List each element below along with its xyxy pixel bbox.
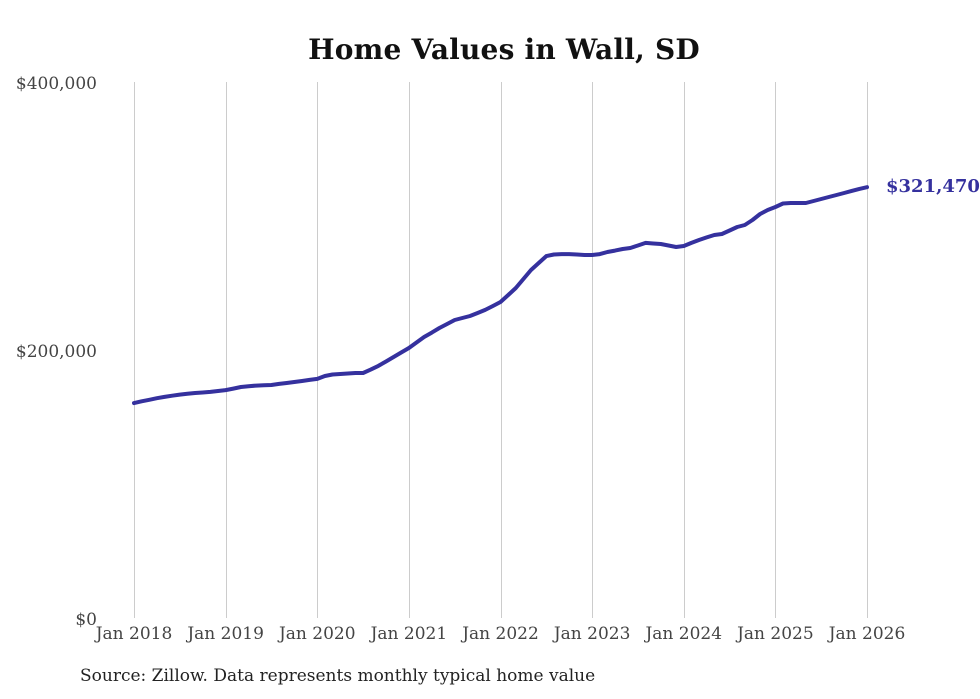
y-axis-tick-label: $0 (75, 610, 97, 630)
chart-title: Home Values in Wall, SD (308, 33, 700, 66)
vertical-gridlines (134, 82, 868, 618)
x-axis-tick-label: Jan 2022 (462, 624, 539, 644)
x-axis-tick-label: Jan 2020 (278, 624, 356, 644)
home-value-line-series (132, 185, 869, 406)
x-axis-tick-label: Jan 2021 (370, 624, 448, 644)
source-note: Source: Zillow. Data represents monthly … (80, 666, 596, 686)
y-axis-tick-label: $200,000 (15, 342, 97, 362)
x-axis-tick-label: Jan 2023 (553, 624, 631, 644)
final-value-label: $321,470 (886, 176, 980, 198)
y-axis-tick-label: $400,000 (15, 74, 97, 94)
x-axis-tick-label: Jan 2018 (95, 624, 173, 644)
x-axis-tick-label: Jan 2026 (828, 624, 906, 644)
x-axis-tick-label: Jan 2024 (645, 624, 723, 644)
x-axis-tick-label: Jan 2019 (187, 624, 264, 644)
x-axis-tick-label: Jan 2025 (737, 624, 814, 644)
